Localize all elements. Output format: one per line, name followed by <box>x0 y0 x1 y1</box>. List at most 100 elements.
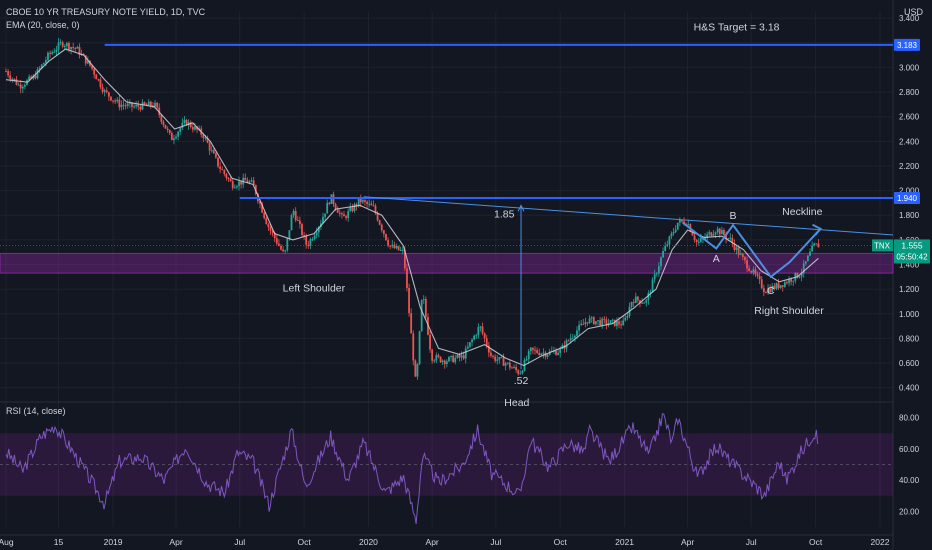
candle-body <box>368 203 371 205</box>
candle-body <box>504 363 507 366</box>
candle-body <box>359 198 362 203</box>
candle-body <box>706 234 709 238</box>
candle-body <box>546 354 549 357</box>
candle-body <box>796 272 799 278</box>
candle-body <box>399 249 402 251</box>
y-tick-label: 0.600 <box>899 359 920 368</box>
candle-body <box>340 213 343 215</box>
candle-body <box>177 131 180 137</box>
candle-body <box>569 338 572 341</box>
candle-body <box>767 288 769 293</box>
candle-body <box>811 245 814 252</box>
candle-body <box>708 232 711 235</box>
candle-body <box>78 46 81 56</box>
candle-body <box>183 119 186 123</box>
candle-body <box>282 249 285 252</box>
candle-body <box>729 237 732 239</box>
candle-body <box>366 201 368 204</box>
candle-body <box>315 232 318 236</box>
candle-body <box>343 214 345 217</box>
y-tick-label: 2.200 <box>899 162 920 171</box>
candle-body <box>93 68 96 75</box>
candle-body <box>777 283 780 288</box>
candle-body <box>599 320 601 326</box>
candle-body <box>95 74 98 80</box>
candle-body <box>61 42 64 47</box>
candle-body <box>431 349 434 361</box>
candle-body <box>758 275 761 280</box>
y-tick-label: 1.000 <box>899 310 920 319</box>
y-tick-label: 3.000 <box>899 63 920 72</box>
x-tick-label: 2021 <box>615 537 634 547</box>
candle-body <box>542 352 545 354</box>
candle-body <box>74 47 77 49</box>
candle-body <box>443 360 446 365</box>
candle-body <box>124 105 127 107</box>
candle-body <box>206 137 209 143</box>
level-tag-3183: 3.183 <box>897 41 918 50</box>
candle-body <box>382 230 385 234</box>
candle-body <box>84 55 87 64</box>
candle-body <box>718 228 721 235</box>
candle-body <box>500 357 503 359</box>
candle-body <box>639 300 641 304</box>
candle-body <box>313 235 316 240</box>
candle-body <box>433 360 436 362</box>
rsi-indicator-label[interactable]: RSI (14, close) <box>6 406 66 416</box>
candle-body <box>86 60 89 64</box>
candle-body <box>139 106 142 110</box>
ema-indicator-label[interactable]: EMA (20, close, 0) <box>6 20 80 30</box>
candle-body <box>76 46 79 49</box>
candle-body <box>391 244 394 247</box>
candle-body <box>403 249 406 269</box>
candle-body <box>49 52 51 54</box>
candle-body <box>802 263 805 274</box>
candle-body <box>660 257 662 267</box>
candle-body <box>137 104 140 107</box>
candle-body <box>376 213 379 221</box>
candle-body <box>668 236 671 245</box>
candle-body <box>372 205 375 207</box>
candle-body <box>11 78 14 80</box>
candle-body <box>347 211 350 218</box>
candle-body <box>187 122 190 126</box>
candle-body <box>790 279 793 282</box>
candle-body <box>540 353 543 356</box>
candle-body <box>408 287 410 314</box>
candle-body <box>760 279 763 289</box>
candlestick-series <box>5 38 820 380</box>
candle-body <box>5 71 7 73</box>
candle-body <box>590 317 593 319</box>
candle-body <box>448 357 450 362</box>
candle-body <box>13 78 16 80</box>
candle-body <box>149 101 152 106</box>
x-tick-label: Aug <box>0 537 14 547</box>
y-tick-label: 1.800 <box>899 211 920 220</box>
candle-body <box>634 296 637 303</box>
candle-body <box>567 340 570 342</box>
candle-body <box>311 239 314 241</box>
candle-body <box>580 323 583 325</box>
candle-body <box>47 52 49 60</box>
candle-body <box>655 273 658 275</box>
annotation-label: B <box>730 210 737 222</box>
candle-body <box>72 47 75 49</box>
candle-body <box>746 260 748 269</box>
candle-body <box>632 302 635 304</box>
candle-body <box>59 42 62 44</box>
candle-body <box>773 285 776 289</box>
annotation-label: H&S Target = 3.18 <box>694 21 780 33</box>
x-tick-label: 15 <box>54 537 64 547</box>
candle-body <box>185 119 188 126</box>
candle-body <box>586 322 589 324</box>
candle-body <box>17 84 20 86</box>
symbol-tag-bg <box>872 239 893 252</box>
candle-body <box>154 102 156 107</box>
candle-body <box>534 349 536 351</box>
candle-body <box>483 333 486 339</box>
candle-body <box>353 204 356 211</box>
candle-body <box>298 220 301 225</box>
candle-body <box>519 373 522 375</box>
candle-body <box>406 268 408 288</box>
